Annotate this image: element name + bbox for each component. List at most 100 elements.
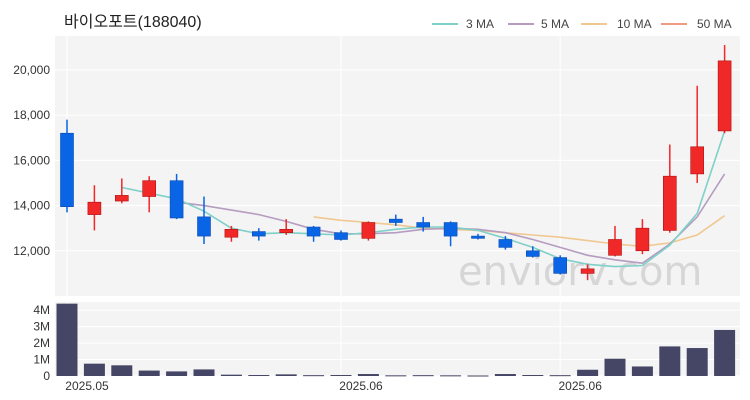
volume-axis: 0 1M 2M 3M 4M xyxy=(33,303,50,383)
candle-body xyxy=(608,239,622,256)
volume-bar xyxy=(577,369,599,376)
candle-body xyxy=(115,195,129,202)
candle xyxy=(388,214,403,226)
candle xyxy=(115,178,129,204)
watermark: enviorv.com xyxy=(458,249,702,295)
ma10-line xyxy=(313,215,726,248)
volume-bar xyxy=(714,329,736,376)
candle-body xyxy=(635,227,650,252)
candle xyxy=(553,255,568,275)
candle xyxy=(416,216,431,232)
candle-body xyxy=(498,239,513,248)
candle xyxy=(471,233,485,240)
candle xyxy=(690,85,705,183)
candle-body xyxy=(197,216,211,237)
chart-title: 바이오포트(188040) xyxy=(64,13,202,31)
volume-tick-label: 3M xyxy=(33,320,50,334)
volume-bar xyxy=(138,370,160,376)
legend-label-ma5: 5 MA xyxy=(541,17,569,31)
legend-label-ma3: 3 MA xyxy=(466,17,494,31)
volume-bar xyxy=(275,374,297,376)
candle xyxy=(580,264,595,281)
date-tick-label: 2025.06 xyxy=(559,379,603,393)
volume-bar xyxy=(686,348,708,376)
volume-bar xyxy=(412,375,434,377)
candle-body xyxy=(60,132,74,207)
price-tick-label: 14,000 xyxy=(13,199,50,213)
candle xyxy=(525,246,540,258)
volume-bar xyxy=(330,375,352,377)
volume-bar xyxy=(549,375,571,377)
candle xyxy=(635,219,650,255)
candle-body xyxy=(279,229,294,233)
candle-body xyxy=(334,232,348,240)
volume-panel xyxy=(55,302,740,376)
candle-body xyxy=(690,146,705,175)
volume-tick-label: 0 xyxy=(43,369,50,383)
volume-tick-label: 2M xyxy=(33,336,50,350)
volume-bar xyxy=(193,369,215,376)
candle xyxy=(169,173,184,220)
price-axis: 12,000 14,000 16,000 18,000 20,000 xyxy=(13,63,50,258)
date-axis: 2025.05 2025.06 2025.06 xyxy=(65,379,602,393)
candle xyxy=(142,176,156,213)
volume-bar xyxy=(303,375,325,377)
legend: 3 MA 5 MA 10 MA 50 MA xyxy=(432,17,732,31)
candlesticks xyxy=(60,45,732,281)
volume-bar xyxy=(440,375,462,377)
candle-body xyxy=(388,218,403,223)
volume-bar xyxy=(166,371,188,376)
candle xyxy=(334,230,348,241)
volume-tick-label: 4M xyxy=(33,303,50,317)
price-tick-label: 16,000 xyxy=(13,153,50,167)
candle xyxy=(443,221,458,247)
candle xyxy=(608,225,622,257)
candle xyxy=(87,185,102,231)
candle xyxy=(498,236,513,250)
volume-bar xyxy=(494,374,516,376)
volume-tick-label: 1M xyxy=(33,353,50,367)
price-tick-label: 18,000 xyxy=(13,108,50,122)
price-tick-label: 12,000 xyxy=(13,244,50,258)
price-tick-label: 20,000 xyxy=(13,63,50,77)
candle-body xyxy=(169,180,184,219)
candle-body xyxy=(553,257,568,274)
candle-body xyxy=(252,231,266,237)
candle-body xyxy=(87,201,102,215)
volume-bar xyxy=(220,374,242,376)
legend-label-ma10: 10 MA xyxy=(617,17,652,31)
legend-label-ma50: 50 MA xyxy=(697,17,732,31)
candle xyxy=(662,144,677,233)
volume-bar xyxy=(248,375,270,377)
volume-bar xyxy=(83,363,105,376)
volume-bar xyxy=(467,375,489,377)
volume-bar xyxy=(385,375,407,377)
volume-bar xyxy=(357,374,379,376)
candle-body xyxy=(717,60,732,132)
candle-body xyxy=(361,222,376,239)
candle-body xyxy=(525,250,540,257)
candle-body xyxy=(306,226,321,237)
candle xyxy=(306,225,321,242)
candle xyxy=(252,228,266,241)
candle xyxy=(224,225,239,242)
volume-bar xyxy=(522,375,544,377)
volume-bar xyxy=(659,346,681,376)
volume-bar xyxy=(111,365,133,376)
candle-body xyxy=(142,180,156,197)
candle xyxy=(279,219,294,235)
candle xyxy=(60,119,74,213)
date-tick-label: 2025.06 xyxy=(339,379,383,393)
candle-body xyxy=(224,229,239,238)
candle xyxy=(197,196,211,244)
volume-bar xyxy=(631,366,653,376)
candle xyxy=(361,221,376,241)
candle-body xyxy=(471,235,485,239)
volume-bars xyxy=(56,303,736,377)
volume-bar xyxy=(604,358,626,376)
candle-body xyxy=(443,222,458,237)
date-tick-label: 2025.05 xyxy=(65,379,109,393)
candle-body xyxy=(662,175,677,231)
candle-body xyxy=(416,222,431,228)
